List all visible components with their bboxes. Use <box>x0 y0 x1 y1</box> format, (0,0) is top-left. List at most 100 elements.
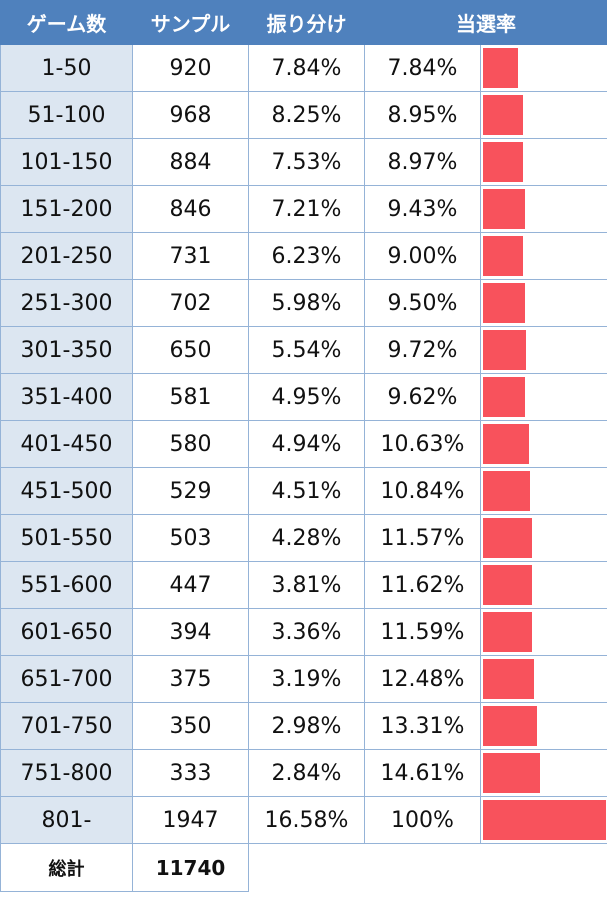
sample-cell: 375 <box>132 655 249 703</box>
rate-bar-cell <box>480 420 607 468</box>
rate-bar <box>483 95 524 135</box>
rate-bar-cell <box>480 608 607 656</box>
share-cell: 7.53% <box>248 138 365 186</box>
table-row: 151-200 846 7.21% 9.43% <box>0 185 607 233</box>
games-cell: 1-50 <box>0 44 133 92</box>
total-value: 11740 <box>132 843 249 892</box>
total-label: 総計 <box>0 843 133 892</box>
games-cell: 551-600 <box>0 561 133 609</box>
games-cell: 601-650 <box>0 608 133 656</box>
rate-bar <box>483 424 529 464</box>
share-cell: 4.28% <box>248 514 365 562</box>
games-cell: 201-250 <box>0 232 133 280</box>
table-row: 401-450 580 4.94% 10.63% <box>0 420 607 468</box>
share-cell: 8.25% <box>248 91 365 139</box>
rate-cell: 11.57% <box>364 514 481 562</box>
rate-bar <box>483 800 606 840</box>
sample-cell: 920 <box>132 44 249 92</box>
table-row: 101-150 884 7.53% 8.97% <box>0 138 607 186</box>
rate-bar-cell <box>480 373 607 421</box>
rate-bar-cell <box>480 326 607 374</box>
table-row: 301-350 650 5.54% 9.72% <box>0 326 607 374</box>
sample-cell: 503 <box>132 514 249 562</box>
share-cell: 5.54% <box>248 326 365 374</box>
rate-bar <box>483 471 530 511</box>
rate-bar <box>483 518 532 558</box>
rate-cell: 8.95% <box>364 91 481 139</box>
blank-cell <box>364 843 481 892</box>
share-cell: 7.21% <box>248 185 365 233</box>
rate-bar <box>483 142 524 182</box>
rate-cell: 14.61% <box>364 749 481 797</box>
sample-cell: 731 <box>132 232 249 280</box>
sample-cell: 580 <box>132 420 249 468</box>
share-cell: 3.36% <box>248 608 365 656</box>
rate-cell: 10.63% <box>364 420 481 468</box>
rate-cell: 9.50% <box>364 279 481 327</box>
rate-bar-cell <box>480 185 607 233</box>
blank-cell <box>248 843 365 892</box>
sample-cell: 394 <box>132 608 249 656</box>
rate-cell: 10.84% <box>364 467 481 515</box>
table-body: 1-50 920 7.84% 7.84% 51-100 968 8.25% 8.95% 101-… <box>0 44 607 892</box>
sample-cell: 333 <box>132 749 249 797</box>
games-cell: 401-450 <box>0 420 133 468</box>
sample-cell: 846 <box>132 185 249 233</box>
table-row: 601-650 394 3.36% 11.59% <box>0 608 607 656</box>
rate-bar-cell <box>480 796 607 844</box>
rate-bar-cell <box>480 561 607 609</box>
rate-bar-cell <box>480 702 607 750</box>
games-cell: 251-300 <box>0 279 133 327</box>
rate-cell: 8.97% <box>364 138 481 186</box>
games-cell: 501-550 <box>0 514 133 562</box>
rate-bar <box>483 565 532 605</box>
share-cell: 6.23% <box>248 232 365 280</box>
total-row: 総計 11740 <box>0 843 607 892</box>
rate-bar <box>483 236 524 276</box>
games-cell: 301-350 <box>0 326 133 374</box>
rate-cell: 9.43% <box>364 185 481 233</box>
rate-bar-cell <box>480 138 607 186</box>
table-row: 451-500 529 4.51% 10.84% <box>0 467 607 515</box>
games-cell: 801- <box>0 796 133 844</box>
table-row: 1-50 920 7.84% 7.84% <box>0 44 607 92</box>
table-row: 501-550 503 4.28% 11.57% <box>0 514 607 562</box>
rate-bar-cell <box>480 232 607 280</box>
games-cell: 751-800 <box>0 749 133 797</box>
share-cell: 2.84% <box>248 749 365 797</box>
table-row: 751-800 333 2.84% 14.61% <box>0 749 607 797</box>
games-cell: 51-100 <box>0 91 133 139</box>
table-row: 701-750 350 2.98% 13.31% <box>0 702 607 750</box>
rate-bar <box>483 48 519 88</box>
rate-bar-cell <box>480 514 607 562</box>
share-cell: 2.98% <box>248 702 365 750</box>
sample-cell: 350 <box>132 702 249 750</box>
share-cell: 5.98% <box>248 279 365 327</box>
sample-cell: 529 <box>132 467 249 515</box>
rate-bar-cell <box>480 749 607 797</box>
sample-cell: 650 <box>132 326 249 374</box>
games-cell: 101-150 <box>0 138 133 186</box>
share-cell: 16.58% <box>248 796 365 844</box>
rate-bar <box>483 330 526 370</box>
table-row: 651-700 375 3.19% 12.48% <box>0 655 607 703</box>
share-cell: 4.95% <box>248 373 365 421</box>
header-share: 振り分け <box>248 0 365 45</box>
games-cell: 451-500 <box>0 467 133 515</box>
games-cell: 701-750 <box>0 702 133 750</box>
header-row: ゲーム数 サンプル 振り分け 当選率 <box>0 0 607 45</box>
header-rate: 当選率 <box>364 0 607 45</box>
rate-bar <box>483 612 532 652</box>
sample-cell: 447 <box>132 561 249 609</box>
share-cell: 7.84% <box>248 44 365 92</box>
sample-cell: 968 <box>132 91 249 139</box>
rate-bar <box>483 659 535 699</box>
header-games: ゲーム数 <box>0 0 133 45</box>
rate-cell: 11.62% <box>364 561 481 609</box>
games-cell: 651-700 <box>0 655 133 703</box>
sample-cell: 581 <box>132 373 249 421</box>
share-cell: 3.19% <box>248 655 365 703</box>
rate-cell: 9.72% <box>364 326 481 374</box>
sample-cell: 702 <box>132 279 249 327</box>
